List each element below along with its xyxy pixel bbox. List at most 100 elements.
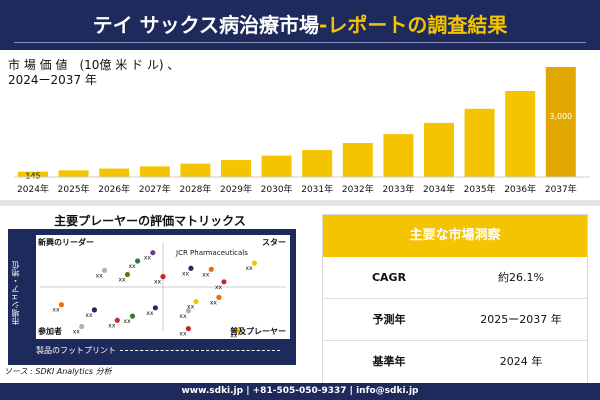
- kf-key: 予測年: [372, 313, 406, 326]
- x-tick-label: 2033年: [382, 183, 414, 195]
- bar-6: [261, 155, 292, 177]
- matrix-point: [124, 271, 131, 278]
- footer-contact: www.sdki.jp | +81-505-050-9337 | info@sd…: [0, 383, 600, 400]
- matrix-point-label: xx: [182, 270, 190, 277]
- kf-row-cagr: CAGR 約26.1%: [323, 257, 587, 299]
- matrix-point-label: xx: [215, 284, 223, 291]
- matrix-point: [150, 250, 156, 256]
- matrix-point: [208, 266, 214, 272]
- matrix-point-label: xx: [124, 318, 132, 325]
- matrix-point-label: xx: [96, 272, 104, 279]
- market-value-label-line2: 2024ー2037 年: [8, 73, 97, 87]
- matrix-point-label: xx: [230, 333, 238, 339]
- x-tick-label: 2035年: [464, 183, 496, 195]
- matrix-point: [58, 302, 64, 308]
- source-note: ソース : SDKI Analytics 分析: [4, 367, 112, 376]
- title-main: テイ サックス病治療市場: [92, 13, 320, 37]
- matrix-point-label: xx: [179, 313, 187, 320]
- matrix-y-axis-label: 市場シェア・地位: [11, 261, 20, 325]
- x-tick-label: 2029年: [220, 183, 252, 195]
- kf-key: 基準年: [372, 355, 406, 368]
- matrix-point: [79, 323, 85, 330]
- matrix-point-label: xx: [245, 265, 253, 272]
- bar-data-label: 145: [25, 171, 40, 180]
- market-size-bar-chart: 2024年 145 2025年 2026年 2027年 2028年 2029年 2030年 20…: [14, 67, 590, 195]
- quadrant-label-top-left: 新興のリーダー: [38, 238, 94, 247]
- matrix-point: [135, 258, 141, 264]
- x-tick-label: 2036年: [504, 183, 536, 195]
- x-tick-label: 2026年: [98, 183, 130, 195]
- matrix-point: [193, 298, 199, 305]
- matrix-point: [160, 274, 166, 280]
- matrix-point: [188, 265, 194, 271]
- matrix-point-label: xx: [108, 322, 116, 329]
- matrix-point-label: xx: [85, 312, 93, 319]
- matrix-point-label: xx: [144, 255, 152, 262]
- matrix-point-label: xx: [210, 299, 218, 306]
- title-sep: -: [319, 13, 328, 37]
- bar-1: [58, 170, 89, 177]
- kf-row-forecast: 予測年 2025ー2037 年: [323, 299, 587, 341]
- title-sub: レポートの調査結果: [327, 13, 508, 37]
- page-title: テイ サックス病治療市場-レポートの調査結果: [0, 0, 600, 50]
- bar-12: [505, 90, 536, 177]
- kf-key: CAGR: [371, 271, 407, 284]
- kf-row-base-year: 基準年 2024 年: [323, 341, 587, 383]
- quadrant-label-bottom-right: 普及プレーヤー: [230, 327, 286, 336]
- bar-8: [342, 143, 373, 177]
- matrix-x-axis-label: 製品のフットプリント: [36, 346, 116, 355]
- x-tick-label: 2031年: [301, 183, 333, 195]
- matrix-x-arrow: [120, 350, 280, 351]
- bar-5: [221, 160, 251, 177]
- kf-value: 2025ー2037 年: [480, 313, 562, 326]
- matrix-plot-area: xx xx xx xx xx xx xx xx xx xx xx xx xx xx xx xx xx xx xx xx…: [36, 235, 290, 340]
- matrix-point-label: xx: [118, 277, 126, 284]
- bar-10: [424, 122, 454, 177]
- section-divider: [0, 200, 600, 206]
- matrix-point-label: xx: [154, 279, 162, 286]
- kf-value: 2024 年: [499, 355, 543, 368]
- matrix-point: [185, 326, 191, 332]
- matrix-point: [152, 305, 158, 311]
- kf-value: 約26.1%: [498, 271, 544, 284]
- bar-0: [18, 171, 48, 177]
- x-tick-label: 2024年: [17, 183, 49, 195]
- matrix-point-label: xx: [146, 310, 154, 317]
- x-tick-label: 2037年: [545, 183, 577, 195]
- bar-9: [383, 134, 414, 177]
- quadrant-label-top-right: スター: [262, 238, 286, 247]
- matrix-point: [216, 294, 222, 300]
- bar-data-label: 3,000: [549, 112, 572, 121]
- bar-13: [545, 67, 576, 177]
- evaluation-matrix: 市場シェア・地位 xx xx xx xx xx xx xx xx xx xx xx xx xx xx xx x…: [8, 229, 296, 365]
- header-banner: [0, 0, 600, 50]
- x-tick-label: 2027年: [139, 183, 171, 195]
- key-findings-title: 主要な市場洞察: [323, 215, 587, 257]
- quadrant-label-bottom-left: 参加者: [38, 327, 62, 336]
- x-tick-label: 2030年: [261, 183, 293, 195]
- market-value-label: 市 場 価 値 (10億 米 ド ル) 、 2024ー2037 年: [8, 58, 179, 88]
- matrix-title: 主要プレーヤーの評価マトリックス: [54, 214, 246, 228]
- header-rule: [14, 42, 586, 43]
- x-tick-label: 2025年: [58, 183, 90, 195]
- bar-4: [180, 163, 211, 177]
- matrix-point-label: xx: [187, 304, 195, 311]
- matrix-point: [129, 313, 136, 319]
- x-tick-label: 2028年: [179, 183, 211, 195]
- key-findings-table: 主要な市場洞察 CAGR 約26.1% 予測年 2025ー2037 年 基準年 …: [322, 214, 588, 384]
- matrix-annotation: JCR Pharmaceuticals: [176, 249, 248, 257]
- matrix-point: [251, 260, 258, 266]
- bar-2: [99, 168, 130, 177]
- matrix-point: [101, 267, 108, 273]
- matrix-point-label: xx: [73, 329, 81, 336]
- x-tick-label: 2032年: [342, 183, 374, 195]
- matrix-point-label: xx: [52, 307, 60, 314]
- matrix-point: [185, 308, 191, 314]
- matrix-point-label: xx: [129, 263, 137, 270]
- bar-3: [139, 166, 170, 177]
- matrix-point: [236, 328, 242, 334]
- matrix-point: [91, 307, 98, 313]
- matrix-point: [114, 317, 120, 323]
- bar-7: [302, 150, 333, 177]
